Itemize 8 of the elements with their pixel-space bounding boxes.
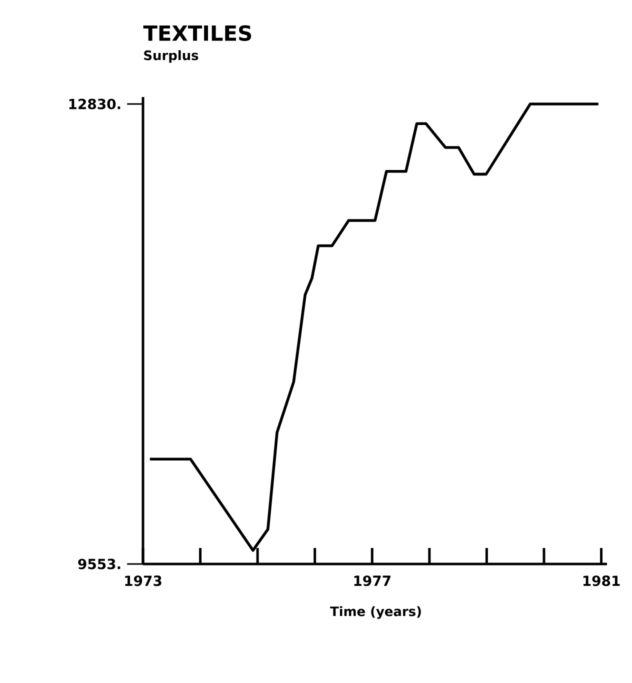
y-axis-title: Surplus — [144, 50, 198, 63]
x-tick-label: 1981 — [583, 576, 620, 586]
y-tick-label: 9553. — [78, 558, 120, 570]
x-tick-label: 1973 — [125, 576, 162, 586]
chart-title: TEXTILES — [143, 25, 252, 42]
x-axis-title: Time (years) — [330, 606, 421, 619]
x-tick-label: 1977 — [354, 576, 390, 586]
y-tick-label: 12830. — [69, 98, 120, 110]
